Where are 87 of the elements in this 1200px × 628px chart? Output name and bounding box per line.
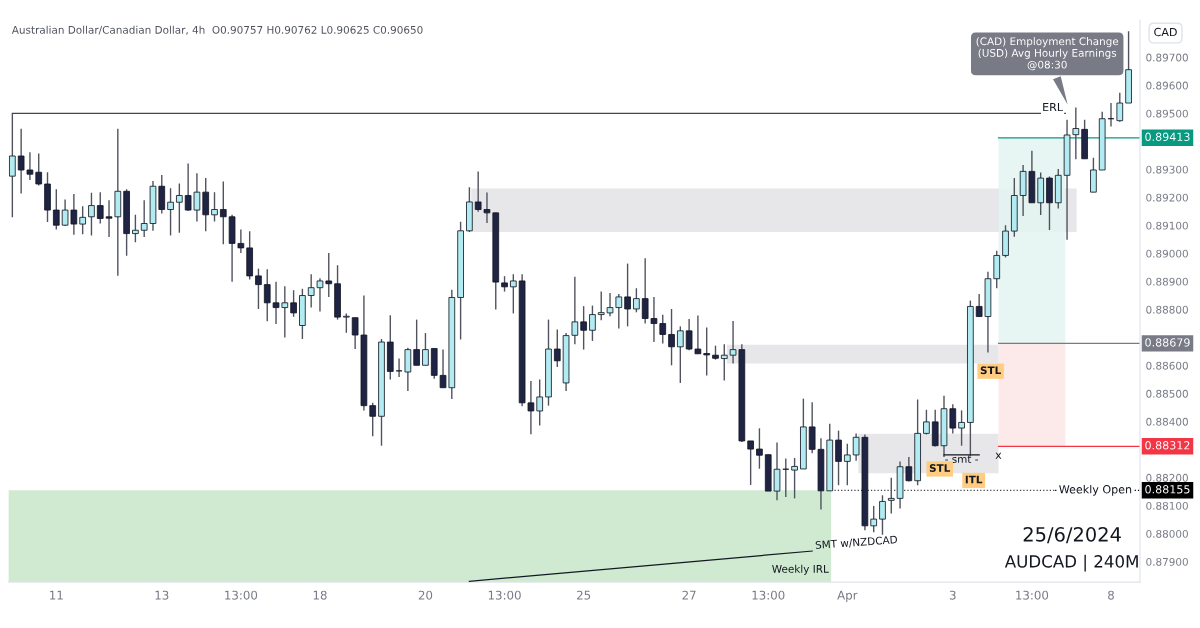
x-tick-label: 25 [577, 590, 591, 600]
candlestick [879, 494, 886, 536]
candlestick [422, 332, 429, 366]
y-tick-label: 0.89100 [1146, 221, 1188, 230]
x-tick-label: 27 [682, 590, 696, 600]
candlestick [747, 440, 754, 486]
candlestick [580, 305, 587, 351]
y-tick-label: 0.89200 [1146, 193, 1188, 202]
x-tick-label: 13:00 [488, 590, 521, 600]
annotation: STL [929, 464, 951, 472]
candlestick [255, 267, 262, 310]
candlestick [756, 427, 763, 470]
candlestick [9, 112, 16, 219]
candlestick [791, 457, 798, 500]
candlestick [958, 409, 965, 447]
candlestick [923, 409, 930, 436]
ref-line-label: 0.88312 [1145, 441, 1190, 450]
candlestick [633, 287, 640, 314]
x-tick-label: 13:00 [1016, 590, 1049, 600]
text: CAD [1154, 27, 1177, 37]
x-tick-label: 13:00 [225, 590, 258, 600]
candlestick [720, 343, 728, 382]
candlestick [668, 308, 675, 366]
chart-title: Australian Dollar/Canadian Dollar, 4h O0.90757 H0.90762 L0.90625 C0.90650 [11, 25, 423, 35]
x-tick-label: 18 [313, 590, 327, 600]
candlestick [132, 214, 139, 243]
y-tick-label: 0.88500 [1146, 389, 1188, 398]
candlestick [835, 429, 842, 486]
y-tick-label: 0.88100 [1146, 501, 1188, 510]
annotation: STL [980, 366, 1001, 375]
y-tick-label: 0.88000 [1146, 529, 1188, 538]
ref-line-label: 0.89413 [1145, 132, 1190, 141]
series-label: - smt - [945, 455, 978, 464]
y-tick-label: 0.89000 [1146, 249, 1188, 258]
annotation: 25/6/2024 [1023, 527, 1121, 544]
ref-line-label: 0.88155 [1145, 485, 1190, 494]
candlestick [35, 152, 43, 187]
candlestick [624, 262, 631, 328]
ref-line-label: ERL [1043, 102, 1063, 112]
candlestick [176, 182, 183, 234]
candlestick [844, 443, 851, 486]
y-tick-label: 0.87900 [1146, 557, 1188, 566]
y-tick-label: 0.89600 [1146, 81, 1188, 90]
candlestick [219, 180, 227, 245]
candlestick [88, 191, 95, 237]
candlestick [290, 289, 297, 318]
x-tick-label: 13:00 [752, 590, 785, 600]
ref-line-label: Weekly Open [1059, 484, 1132, 496]
annotation: ITL [965, 475, 983, 484]
y-tick-label: 0.89300 [1146, 165, 1188, 174]
candlestick [79, 205, 86, 235]
x-tick-label: 20 [418, 590, 433, 600]
annotation: (CAD) Employment Change (USD) Avg Hourly Earnings @08:30 [976, 37, 1119, 71]
candlestick [1090, 156, 1097, 193]
annotation: AUDCAD | 240M [1004, 554, 1138, 572]
y-tick-label: 0.89700 [1146, 53, 1188, 62]
x-tick-label: 13 [155, 590, 169, 600]
series-label: SMT w/NZDCAD [815, 535, 898, 550]
y-tick-label: 0.88400 [1146, 417, 1188, 426]
x-tick-label: 8 [1108, 590, 1114, 600]
candlestick [167, 187, 174, 237]
candlestick [677, 325, 684, 384]
candlestick [553, 328, 561, 368]
x-tick-label: 11 [50, 590, 63, 600]
y-tick-label: 0.88200 [1146, 473, 1188, 482]
x-tick-label: 3 [949, 590, 956, 600]
ref-line-label: 0.88679 [1145, 338, 1190, 347]
candlestick [369, 402, 377, 437]
candlestick [993, 249, 1001, 289]
candlestick [211, 191, 218, 223]
annotation: x [995, 452, 1002, 459]
y-tick-label: 0.88900 [1146, 277, 1188, 286]
candlestick [202, 177, 210, 233]
candlestick [510, 273, 517, 315]
candlestick [887, 476, 895, 515]
x-tick-label: Apr [837, 590, 858, 602]
candlestick [703, 326, 711, 377]
candlestick [870, 505, 878, 533]
candlestick [589, 304, 596, 342]
candlestick [536, 378, 544, 427]
y-tick-label: 0.88600 [1146, 361, 1188, 370]
band-label: Weekly IRL [772, 564, 829, 575]
candlestick [52, 188, 60, 231]
y-tick-label: 0.89500 [1146, 109, 1188, 118]
candlestick [413, 318, 420, 366]
y-tick-label: 0.88800 [1146, 305, 1188, 314]
candlestick [343, 312, 350, 334]
